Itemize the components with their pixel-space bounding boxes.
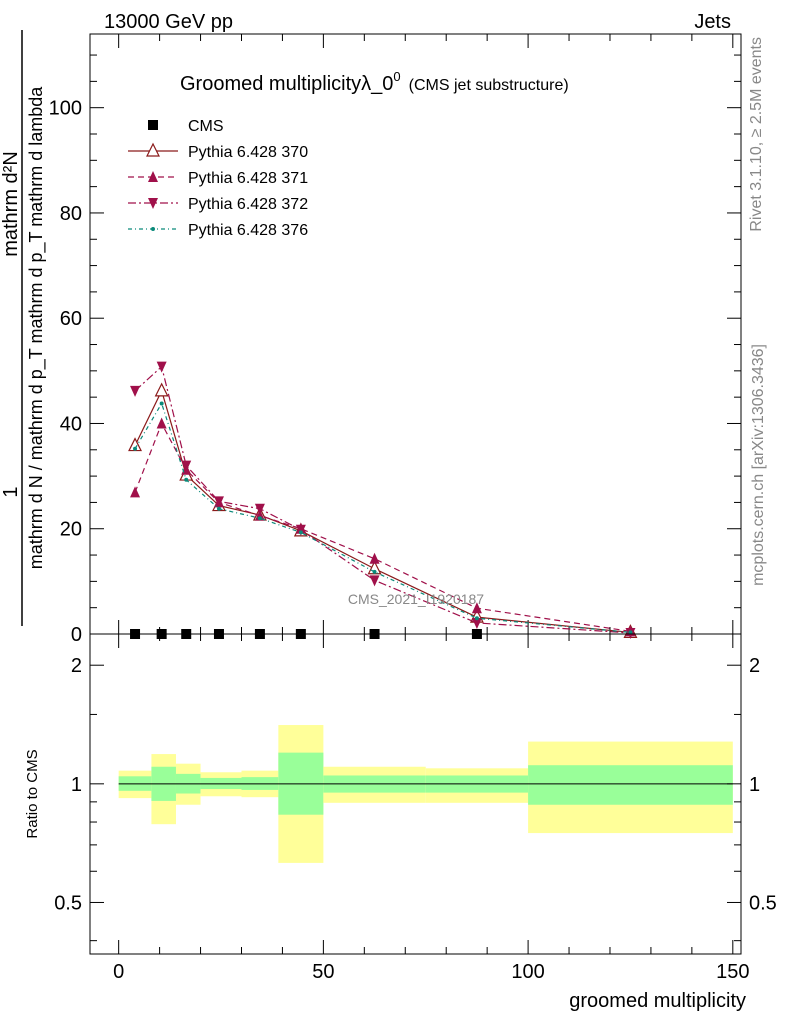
data-point [130,486,141,498]
data-point [184,477,189,482]
legend-marker [148,120,158,130]
header-category: Jets [694,11,731,33]
plot-title: Groomed multiplicityλ_00 (CMS jet substru… [180,69,569,95]
legend-marker [148,198,158,209]
main-ytick-label: 0 [71,624,82,646]
legend-label: Pythia 6.428 376 [188,222,308,239]
legend-marker [146,142,160,157]
data-point [295,524,306,536]
main-ytick-label: 100 [49,98,82,120]
x-tick-label: 150 [716,961,749,983]
main-ytick-label: 20 [60,519,82,541]
ratio-ylabel: Ratio to CMS [24,749,41,838]
data-point [471,617,482,629]
legend-label: Pythia 6.428 372 [188,196,308,213]
x-tick-label: 100 [511,961,544,983]
data-point [156,417,167,429]
ylabel-top: mathrm d²N [0,151,22,257]
main-ytick-label: 60 [60,308,82,330]
legend: CMS Pythia 6.428 370 Pythia 6.428 371 Pythi… [128,118,308,239]
ratio-ytick-label-right: 2 [749,655,760,677]
ratio-panel: 0.5 0.5 1 1 2 2 0 50 100 150 Ratio to CMS groomed… [24,633,777,1012]
ratio-ytick-label-right: 0.5 [749,892,777,914]
data-point [133,446,138,451]
data-point [372,569,377,574]
main-axes: 0 20 40 60 80 100 [49,34,741,646]
data-point [213,496,224,508]
ratio-band-stat [528,765,733,805]
legend-marker [151,227,155,231]
legend-label: Pythia 6.428 371 [188,170,308,187]
ylabel-denominator: mathrm d N / mathrm d p_T mathrm d p_T m… [26,86,47,569]
mcplots-label: mcplots.cern.ch [arXiv:1306.3436] [750,344,767,586]
data-point [216,506,221,511]
data-point [159,401,164,406]
series-line [134,402,631,634]
data-point [257,516,262,521]
plot-title-sub: (CMS jet substructure) [409,77,569,94]
data-point [369,552,380,564]
ratio-frame [89,633,742,955]
ratio-ytick-label: 0.5 [54,892,82,914]
ratio-axes: 0.5 0.5 1 1 2 2 0 50 100 150 [54,634,777,983]
rivet-label: Rivet 3.1.10, ≥ 2.5M events [748,37,765,232]
legend-label: CMS [188,118,224,135]
data-point [156,361,167,373]
data-point [474,616,479,621]
data-point [369,575,380,587]
legend-marker [148,171,158,182]
legend-label: Pythia 6.428 370 [188,144,308,161]
ratio-ytick-label: 1 [71,774,82,796]
main-panel: 0 20 40 60 80 100 CMS_2021_I1920187 Groomed m… [0,30,742,646]
data-point [628,630,633,635]
x-tick-label: 50 [312,961,334,983]
data-point [471,602,482,614]
header-process: 13000 GeV pp [104,11,233,33]
plot-title-symbol: λ_0 [361,73,393,95]
plot-title-sup: 0 [393,69,400,84]
ratio-ytick-label: 2 [71,655,82,677]
data-point [298,530,303,535]
x-tick-label: 0 [113,961,124,983]
data-point [154,382,169,397]
ylabel-numerator: 1 [0,486,22,497]
main-ytick-label: 40 [60,413,82,435]
main-ytick-label: 80 [60,203,82,225]
data-point [181,460,192,472]
main-ylabel: 1 mathrm d²N mathrm d N / mathrm d p_T m… [0,30,47,626]
ratio-bands [118,725,733,863]
ratio-ytick-label-right: 1 [749,774,760,796]
data-point [254,503,265,515]
x-axis-label: groomed multiplicity [569,990,746,1012]
data-point [130,385,141,397]
plot-title-main: Groomed multiplicity [180,73,361,95]
analysis-watermark: CMS_2021_I1920187 [348,591,484,607]
data-point [254,509,265,521]
